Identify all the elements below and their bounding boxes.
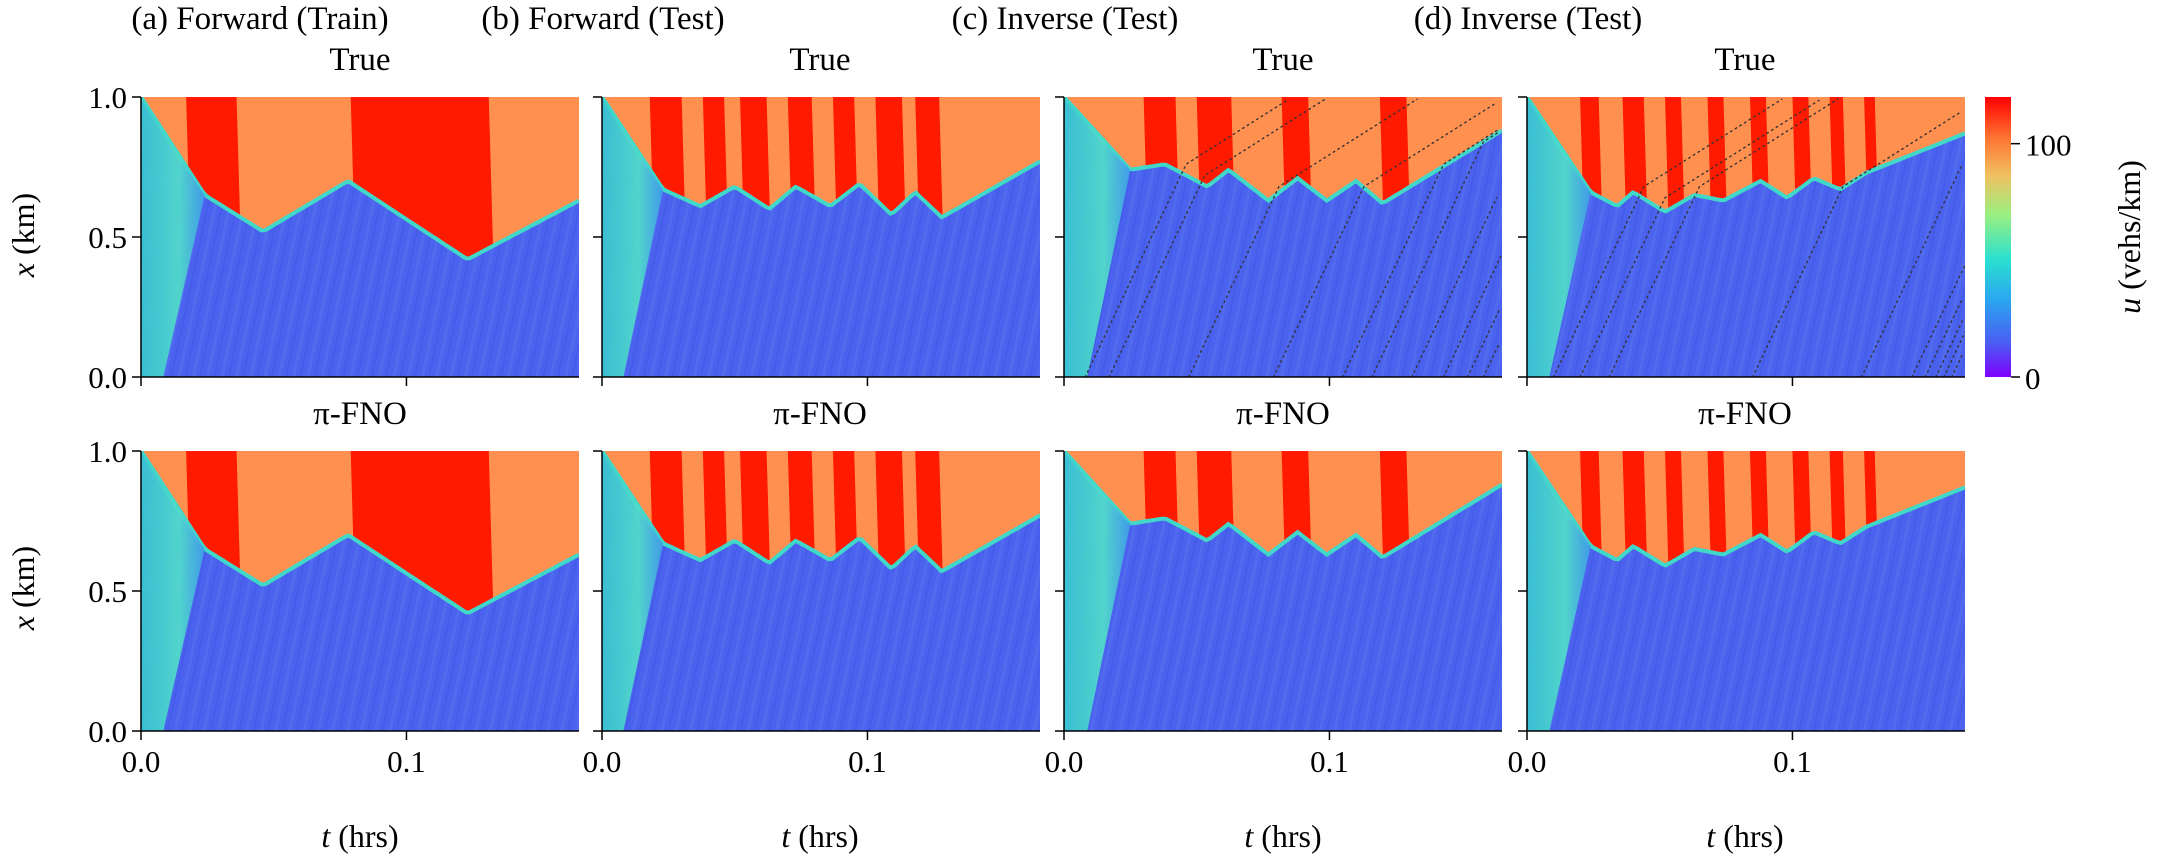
probe-trajectory xyxy=(1552,98,1783,377)
row-title-pred-b: π-FNO xyxy=(773,396,867,432)
x-axis-label-b: t (hrs) xyxy=(781,818,858,854)
row-titles: True True True True π-FNO π-FNO π-FNO π-… xyxy=(313,42,1792,432)
row-title-true-d: True xyxy=(1714,42,1775,78)
free-flow-texture xyxy=(1064,451,1502,731)
probe-trajectory xyxy=(1608,98,1839,377)
colorbar-gradient xyxy=(1985,97,2011,377)
free-flow-texture xyxy=(1527,97,1965,377)
y-tick-label: 0.0 xyxy=(88,360,127,395)
x-tick-label: 0.1 xyxy=(1310,744,1349,779)
row-title-pred-c: π-FNO xyxy=(1236,396,1330,432)
probe-trajectory xyxy=(1935,320,1964,377)
initial-ramp xyxy=(1527,97,1591,377)
x-tick-label: 0.1 xyxy=(1773,744,1812,779)
probe-trajectory xyxy=(1341,129,1498,377)
initial-ramp xyxy=(1064,451,1131,731)
y-tick-label: 0.5 xyxy=(88,220,127,255)
initial-ramp xyxy=(602,97,664,377)
x-tick-label: 0.0 xyxy=(122,744,161,779)
queue-front-line xyxy=(141,97,579,261)
y-tick-label: 0.5 xyxy=(88,574,127,609)
probe-trajectory xyxy=(1108,97,1328,377)
initial-ramp xyxy=(1527,451,1591,731)
probe-trajectory xyxy=(1466,309,1501,377)
row-title-pred-d: π-FNO xyxy=(1698,396,1792,432)
free-flow-texture xyxy=(602,451,1040,731)
probe-trajectory xyxy=(1751,111,1961,377)
initial-ramp xyxy=(1064,97,1131,377)
probe-trajectory xyxy=(1911,264,1965,377)
heatmap-panel-a-true: 0.0 0.5 1.0 xyxy=(88,80,579,395)
y-axis-labels: x (km) x (km) xyxy=(5,193,41,631)
queue-front-line xyxy=(141,451,579,615)
probe-trajectory xyxy=(1579,99,1820,377)
row-title-pred-a: π-FNO xyxy=(313,396,407,432)
heatmap-panel-a-pred: 0.0 0.5 1.0 0.0 0.1 xyxy=(88,434,579,779)
x-axis-label-d: t (hrs) xyxy=(1706,818,1783,854)
free-flow-texture xyxy=(141,97,579,377)
row-title-true-b: True xyxy=(789,42,850,78)
initial-ramp xyxy=(141,451,205,731)
probe-trajectory xyxy=(1442,253,1502,377)
y-tick-label: 1.0 xyxy=(88,434,127,469)
queue-front-line xyxy=(1064,97,1502,205)
heatmap-panels: 0.00.51.00.00.51.00.0 0.1 0.0 0.1 0.0 0.1 0.0 0… xyxy=(88,80,1965,779)
colorbar-ticks: 0 100 xyxy=(2011,128,2072,396)
x-tick-label: 0.0 xyxy=(583,744,622,779)
queue-front-line xyxy=(1527,97,1965,214)
heatmap-panel-d-pred: 0.0 0.1 xyxy=(1508,450,1965,779)
queue-front-line xyxy=(602,97,1040,220)
panel-title-d: (d) Inverse (Test) xyxy=(1414,1,1643,37)
queue-front-line xyxy=(602,451,1040,574)
panel-title-a: (a) Forward (Train) xyxy=(131,1,388,37)
heatmap-panel-c-pred: 0.0 0.1 xyxy=(1045,450,1502,779)
probe-trajectory xyxy=(1272,101,1498,377)
probe-trajectory xyxy=(1410,197,1498,377)
y-axis-label-bottom: x (km) xyxy=(5,546,41,631)
x-axis-label-a: t (hrs) xyxy=(321,818,398,854)
colorbar-tick-label: 0 xyxy=(2025,361,2041,396)
probe-trajectory xyxy=(1482,342,1501,377)
free-flow-texture xyxy=(602,97,1040,377)
initial-ramp xyxy=(602,451,664,731)
heatmap-panel-c-true xyxy=(1055,96,1502,386)
x-tick-label: 0.0 xyxy=(1508,744,1547,779)
x-tick-label: 0.1 xyxy=(387,744,426,779)
probe-trajectory xyxy=(1924,297,1964,377)
colorbar-tick-label: 100 xyxy=(2025,128,2072,163)
colorbar-label: u (vehs/km) xyxy=(2111,160,2147,314)
heatmap-panel-d-true xyxy=(1518,96,1965,386)
probe-trajectory xyxy=(1860,163,1964,377)
heatmap-panel-b-pred: 0.0 0.1 xyxy=(583,450,1040,779)
free-flow-texture xyxy=(1064,97,1502,377)
free-flow-texture xyxy=(141,451,579,731)
row-title-true-a: True xyxy=(329,42,390,78)
probe-trajectory xyxy=(1084,99,1288,377)
y-tick-label: 1.0 xyxy=(88,80,127,115)
probe-trajectory xyxy=(1188,98,1418,377)
panel-title-c: (c) Inverse (Test) xyxy=(952,1,1179,37)
y-tick-label: 0.0 xyxy=(88,714,127,749)
column-titles: (a) Forward (Train) (b) Forward (Test) (… xyxy=(131,1,1642,37)
free-flow-texture xyxy=(1527,451,1965,731)
x-axis-labels: t (hrs) t (hrs) t (hrs) t (hrs) xyxy=(321,818,1783,854)
x-tick-label: 0.1 xyxy=(848,744,887,779)
queue-front-line xyxy=(1064,451,1502,559)
x-axis-label-c: t (hrs) xyxy=(1244,818,1321,854)
x-tick-label: 0.0 xyxy=(1045,744,1084,779)
initial-ramp xyxy=(141,97,205,377)
colorbar: 0 100 u (vehs/km) xyxy=(1985,97,2147,396)
panel-title-b: (b) Forward (Test) xyxy=(481,1,724,37)
probe-trajectory xyxy=(1371,130,1501,377)
row-title-true-c: True xyxy=(1252,42,1313,78)
probe-trajectory xyxy=(1950,353,1964,377)
y-axis-label-top: x (km) xyxy=(5,193,41,278)
queue-front-line xyxy=(1527,451,1965,568)
heatmap-panel-b-true xyxy=(593,96,1040,386)
